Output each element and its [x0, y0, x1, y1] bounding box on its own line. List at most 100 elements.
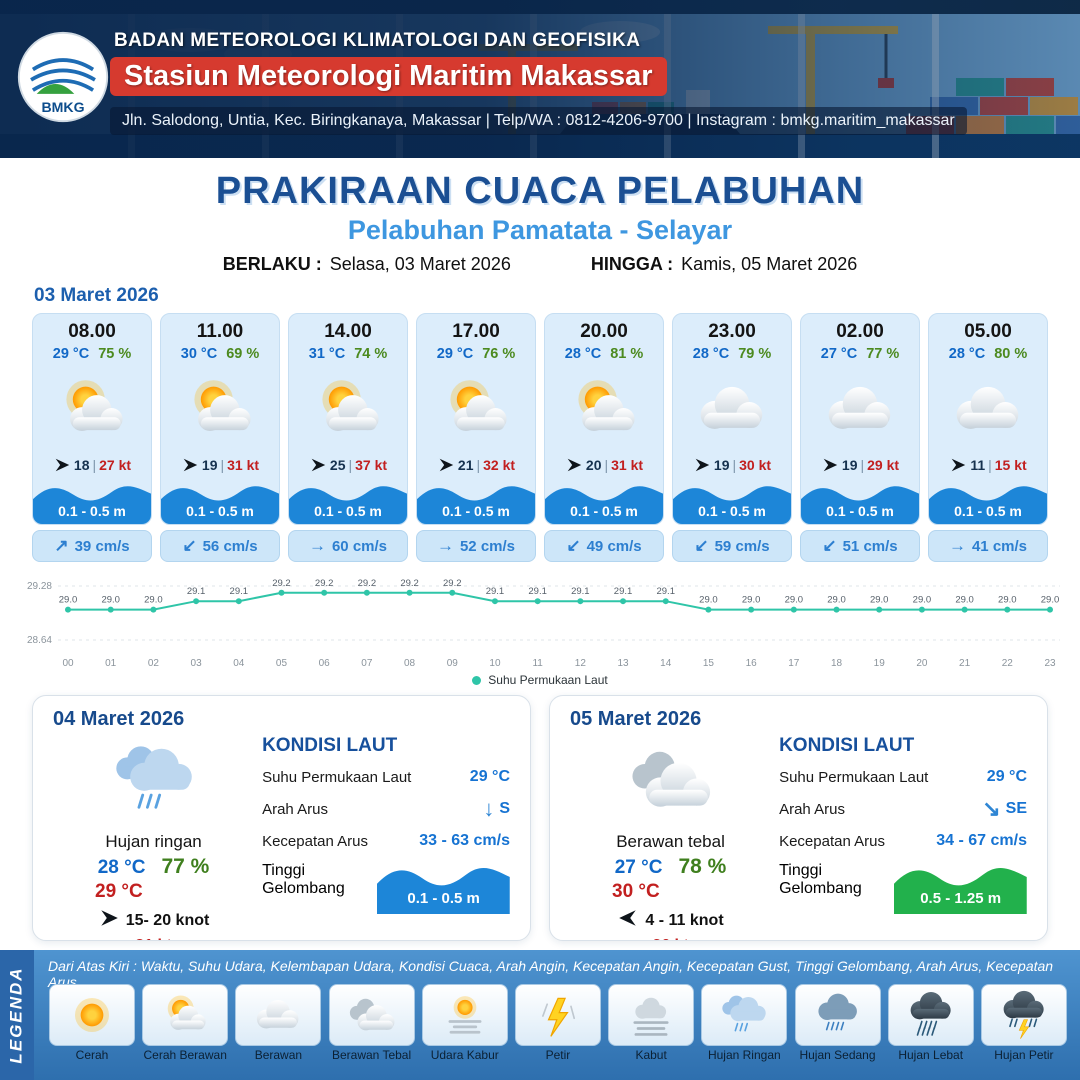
- header: BMKG BADAN METEOROLOGI KLIMATOLOGI DAN G…: [0, 0, 1080, 158]
- port-name-subtitle: Pelabuhan Pamatata - Selayar: [347, 215, 733, 245]
- sea-conditions-title: KONDISI LAUT: [262, 735, 398, 756]
- berlaku-group: BERLAKU : Selasa, 03 Maret 2026: [223, 254, 511, 275]
- wind-separator: |: [732, 457, 737, 473]
- legend-item-hujan-petir: Hujan Petir: [980, 984, 1068, 1062]
- legend-item-hujan-sedang: Hujan Sedang: [794, 984, 882, 1062]
- svg-text:29.2: 29.2: [400, 578, 419, 589]
- hour-wind: 19 | 31 kt: [181, 456, 259, 474]
- svg-text:29.1: 29.1: [656, 586, 675, 597]
- hour-temp-humidity: 30 °C 69 %: [181, 346, 260, 362]
- hour-weather-icon: [948, 362, 1028, 456]
- hour-current: ↙ 49 cm/s: [544, 530, 664, 562]
- current-direction-arrow-icon: ↗: [54, 536, 69, 555]
- svg-text:29.0: 29.0: [785, 595, 804, 606]
- legend-item-label: Berawan Tebal: [331, 1048, 412, 1062]
- day-weather-summary: Hujan ringan 28 °C 77 % 29 °C 15- 20 kno…: [53, 733, 254, 940]
- hour-wind-speed: 18: [73, 457, 90, 473]
- svg-text:29.0: 29.0: [699, 595, 718, 606]
- hour-current: → 52 cm/s: [416, 530, 536, 562]
- wave-graphic: [417, 486, 535, 524]
- legend-band: LEGENDA Dari Atas Kiri : Waktu, Suhu Uda…: [0, 950, 1080, 1080]
- wave-graphic: [545, 486, 663, 524]
- hourly-card-body: 17.00 29 °C 76 % 21 | 32 kt 0.1 - 0.5 m: [416, 313, 536, 525]
- hour-humidity: 80 %: [994, 346, 1028, 362]
- hour-wind-gust: 30 kt: [739, 457, 772, 473]
- day-humidity: 78 %: [678, 855, 727, 878]
- hour-wave-height: 0.1 - 0.5 m: [58, 503, 126, 519]
- hour-wind-speed: 19: [841, 457, 858, 473]
- hour-current-speed: 56 cm/s: [202, 537, 258, 555]
- hour-temperature: 27 °C: [820, 346, 858, 362]
- hour-wave-band: 0.1 - 0.5 m: [289, 478, 407, 524]
- wave-height-value: 0.1 - 0.5 m: [407, 890, 480, 907]
- wind-arrow-icon: [619, 910, 637, 926]
- svg-text:29.2: 29.2: [272, 578, 291, 589]
- day-wind-gust: 31 kt: [135, 937, 171, 940]
- day-air-temp: 27 °C: [614, 857, 663, 878]
- wind-separator: |: [92, 457, 97, 473]
- cerah-berawan-icon: [450, 380, 507, 432]
- hour-wind-speed: 19: [201, 457, 218, 473]
- current-direction-arrow-icon: ↙: [566, 536, 581, 555]
- legend-vertical-label: LEGENDA: [0, 950, 34, 1080]
- hour-current: ↗ 39 cm/s: [32, 530, 152, 562]
- hourly-forecast-card: 08.00 29 °C 75 % 18 | 27 kt 0.1 - 0.5 m ↗ 3…: [32, 313, 152, 562]
- wind-separator: |: [860, 457, 865, 473]
- hour-temp-humidity: 31 °C 74 %: [309, 346, 388, 362]
- hour-temperature: 31 °C: [308, 346, 346, 362]
- legend-item-label: Kabut: [635, 1048, 667, 1062]
- sea-conditions-title: KONDISI LAUT: [779, 735, 915, 756]
- day-card-05-maret: 05 Maret 2026 Berawan tebal 27 °C 78 % 3…: [549, 695, 1048, 941]
- sst-label: Suhu Permukaan Laut: [779, 768, 929, 786]
- current-direction-arrow-icon: ↘: [982, 796, 1001, 821]
- svg-text:09: 09: [447, 658, 459, 669]
- current-direction-arrow-icon: →: [308, 536, 326, 555]
- svg-text:11: 11: [532, 658, 543, 669]
- wind-arrow-icon: [55, 458, 70, 472]
- day-air-temp: 28 °C: [97, 857, 146, 878]
- legend-item-hujan-lebat: Hujan Lebat: [887, 984, 975, 1062]
- berawan-icon: [257, 1000, 299, 1029]
- hour-wind-gust: 31 kt: [611, 457, 644, 473]
- svg-text:29.0: 29.0: [144, 595, 163, 606]
- legend-item-hujan-ringan: Hujan Ringan: [700, 984, 788, 1062]
- sst-chart: 29.28 28.64 29.0 00 29.0 01 29.0 02 29.1 03 29.1 04…: [0, 562, 1080, 672]
- svg-text:14: 14: [660, 658, 672, 669]
- wave-graphic: [33, 486, 151, 524]
- wave-graphic: [673, 486, 791, 524]
- hujan-sedang-icon: [817, 993, 857, 1031]
- legend-icon-box: [49, 984, 135, 1046]
- svg-text:03: 03: [191, 658, 203, 669]
- hour-temperature: 30 °C: [180, 346, 218, 362]
- svg-text:29.1: 29.1: [528, 586, 547, 597]
- sst-value: 29 °C: [986, 768, 1027, 785]
- hingga-value: Kamis, 05 Maret 2026: [681, 254, 858, 274]
- hour-temp-humidity: 29 °C 75 %: [53, 346, 132, 362]
- validity-line: BERLAKU : Selasa, 03 Maret 2026 HINGGA : K…: [0, 254, 1080, 275]
- legend-item-berawan: Berawan: [234, 984, 322, 1062]
- hour-wind-gust: 32 kt: [483, 457, 516, 473]
- sst-value: 29 °C: [469, 768, 510, 785]
- hour-current-speed: 59 cm/s: [714, 537, 770, 555]
- svg-text:10: 10: [489, 658, 501, 669]
- hour-humidity: 77 %: [866, 346, 900, 362]
- hour-humidity: 76 %: [482, 346, 516, 362]
- chart-legend-label: Suhu Permukaan Laut: [488, 673, 608, 687]
- hour-current-speed: 41 cm/s: [971, 537, 1028, 555]
- kabut-icon: [633, 997, 669, 1036]
- legend-item-udara-kabur: Udara Kabur: [421, 984, 509, 1062]
- hourly-card-body: 20.00 28 °C 81 % 20 | 31 kt 0.1 - 0.5 m: [544, 313, 664, 525]
- hour-weather-icon: [564, 362, 644, 456]
- hour-current-speed: 52 cm/s: [459, 537, 516, 555]
- hour-temperature: 28 °C: [564, 346, 602, 362]
- hourly-forecast-card: 14.00 31 °C 74 % 25 | 37 kt 0.1 - 0.5 m → 6…: [288, 313, 408, 562]
- hourly-card-body: 14.00 31 °C 74 % 25 | 37 kt 0.1 - 0.5 m: [288, 313, 408, 525]
- hourly-forecast-card: 23.00 28 °C 79 % 19 | 30 kt 0.1 - 0.5 m ↙ 5…: [672, 313, 792, 562]
- day-condition: Berawan tebal: [616, 832, 725, 851]
- hour-current: ↙ 56 cm/s: [160, 530, 280, 562]
- wave-graphic: [289, 486, 407, 524]
- wind-arrow-icon: [952, 458, 966, 472]
- wave-graphic: [161, 486, 279, 524]
- legend-item-cerah-berawan: Cerah Berawan: [141, 984, 229, 1062]
